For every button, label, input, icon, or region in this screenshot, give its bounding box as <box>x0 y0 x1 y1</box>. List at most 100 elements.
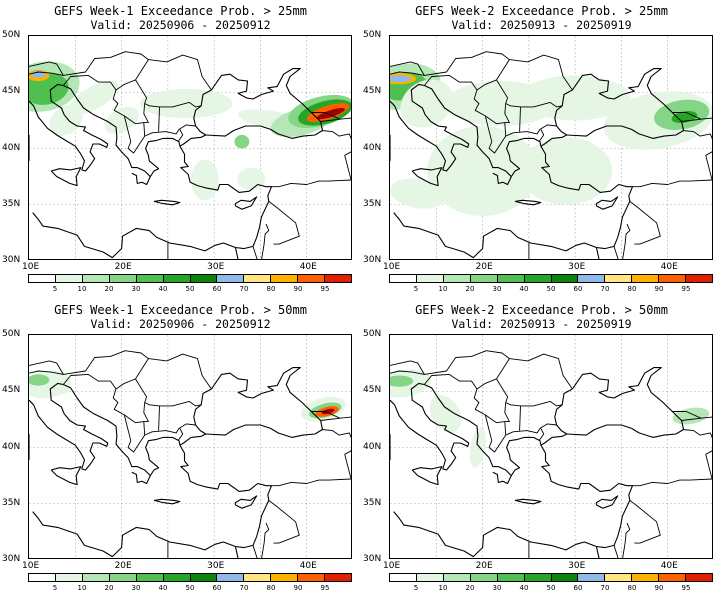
coastline <box>32 444 273 558</box>
country-border <box>321 130 351 156</box>
probability-contour <box>316 107 345 120</box>
colorbar-label: 60 <box>573 584 583 592</box>
country-border <box>629 201 661 245</box>
country-border <box>115 353 212 390</box>
probability-contour <box>69 80 119 115</box>
colorbar-label: 10 <box>77 285 87 293</box>
panel-valid-dates: Valid: 20250913 - 20250919 <box>451 317 632 331</box>
colorbar-label: 70 <box>600 285 610 293</box>
lon-tick-label: 10E <box>383 561 401 571</box>
country-border <box>177 129 184 142</box>
colorbar-label: 50 <box>546 285 556 293</box>
map-panel-week1-50mm: GEFS Week-1 Exceedance Prob. > 50mm Valid… <box>0 299 361 598</box>
colorbar-swatch <box>416 275 444 282</box>
lon-tick-label: 20E <box>475 561 493 571</box>
map-frame <box>28 35 352 260</box>
colorbar-swatch <box>190 574 218 581</box>
colorbar-swatch <box>136 574 164 581</box>
lat-tick-label: 45N <box>2 385 21 396</box>
lat-tick-label: 35N <box>363 497 382 508</box>
colorbar-label: 40 <box>519 584 529 592</box>
coastline <box>595 247 600 259</box>
probability-contour <box>390 375 414 387</box>
coastline <box>390 83 470 172</box>
colorbar-swatch <box>551 275 579 282</box>
lat-tick-label: 40N <box>2 142 21 153</box>
colorbar-swatch <box>325 275 352 282</box>
coastline <box>390 382 470 471</box>
country-border <box>682 429 712 455</box>
lat-tick-label: 30N <box>363 554 382 564</box>
coastline <box>411 167 443 187</box>
country-border <box>143 103 149 137</box>
lon-tick-label: 40E <box>299 262 317 272</box>
colorbar-label: 5 <box>413 584 419 592</box>
country-border <box>632 179 712 188</box>
coastline <box>411 466 443 486</box>
lat-tick-label: 50N <box>363 329 382 339</box>
colorbar-swatch <box>271 275 299 282</box>
country-border <box>613 545 619 558</box>
coastline <box>153 498 181 505</box>
colorbar <box>28 573 352 582</box>
probability-contour <box>49 104 83 137</box>
colorbar-label: 80 <box>266 584 276 592</box>
lon-tick-label: 30E <box>568 262 586 272</box>
colorbar-swatch <box>686 275 713 282</box>
country-border <box>29 370 64 375</box>
colorbar-label: 50 <box>185 285 195 293</box>
country-border <box>390 370 425 375</box>
coastline <box>506 388 573 476</box>
coastline <box>595 546 600 558</box>
colorbar <box>389 573 713 582</box>
colorbar-swatch <box>244 275 272 282</box>
country-border <box>622 522 631 558</box>
country-border <box>672 411 702 419</box>
country-border <box>613 246 619 259</box>
coastline <box>595 495 619 509</box>
country-border <box>143 402 149 436</box>
panel-title: GEFS Week-2 Exceedance Prob. > 25mm <box>415 4 668 18</box>
country-border <box>62 74 196 154</box>
country-border <box>124 115 144 125</box>
colorbar-labels: 5 10 20 30 40 50 60 70 80 90 95 <box>389 285 713 295</box>
country-border <box>158 106 160 132</box>
colorbar-swatch <box>136 275 164 282</box>
colorbar-swatch <box>325 574 352 581</box>
colorbar-swatch <box>551 574 579 581</box>
country-border <box>29 350 149 375</box>
coastline <box>424 85 512 186</box>
coastline <box>29 382 109 471</box>
colorbar-swatch <box>298 574 326 581</box>
country-border <box>261 522 270 558</box>
colorbar-labels: 5 10 20 30 40 50 60 70 80 90 95 <box>28 584 352 594</box>
colorbar-label: 10 <box>77 584 87 592</box>
country-border <box>423 373 557 453</box>
panel-title: GEFS Week-2 Exceedance Prob. > 50mm <box>415 303 668 317</box>
colorbar-label: 20 <box>465 285 475 293</box>
lat-tick-label: 40N <box>363 441 382 452</box>
colorbar-swatch <box>659 275 687 282</box>
country-border <box>504 402 510 436</box>
country-border <box>622 223 631 259</box>
country-border <box>682 130 712 156</box>
country-border <box>390 51 510 76</box>
lon-tick-label: 30E <box>568 561 586 571</box>
panel-title: GEFS Week-1 Exceedance Prob. > 25mm <box>54 4 307 18</box>
country-border <box>271 179 351 188</box>
country-border <box>476 54 573 91</box>
colorbar <box>389 274 713 283</box>
colorbar-swatch <box>29 574 56 581</box>
coastline <box>50 466 82 486</box>
country-border <box>629 500 661 544</box>
country-border <box>321 429 351 455</box>
colorbar-swatch <box>443 574 471 581</box>
colorbar-swatch <box>82 574 110 581</box>
colorbar-swatch <box>605 275 633 282</box>
colorbar-label: 90 <box>654 584 664 592</box>
country-border <box>252 246 258 259</box>
lat-tick-label: 40N <box>2 441 21 452</box>
lat-tick-label: 45N <box>363 385 382 396</box>
colorbar-label: 95 <box>320 584 330 592</box>
colorbar-label: 70 <box>600 584 610 592</box>
